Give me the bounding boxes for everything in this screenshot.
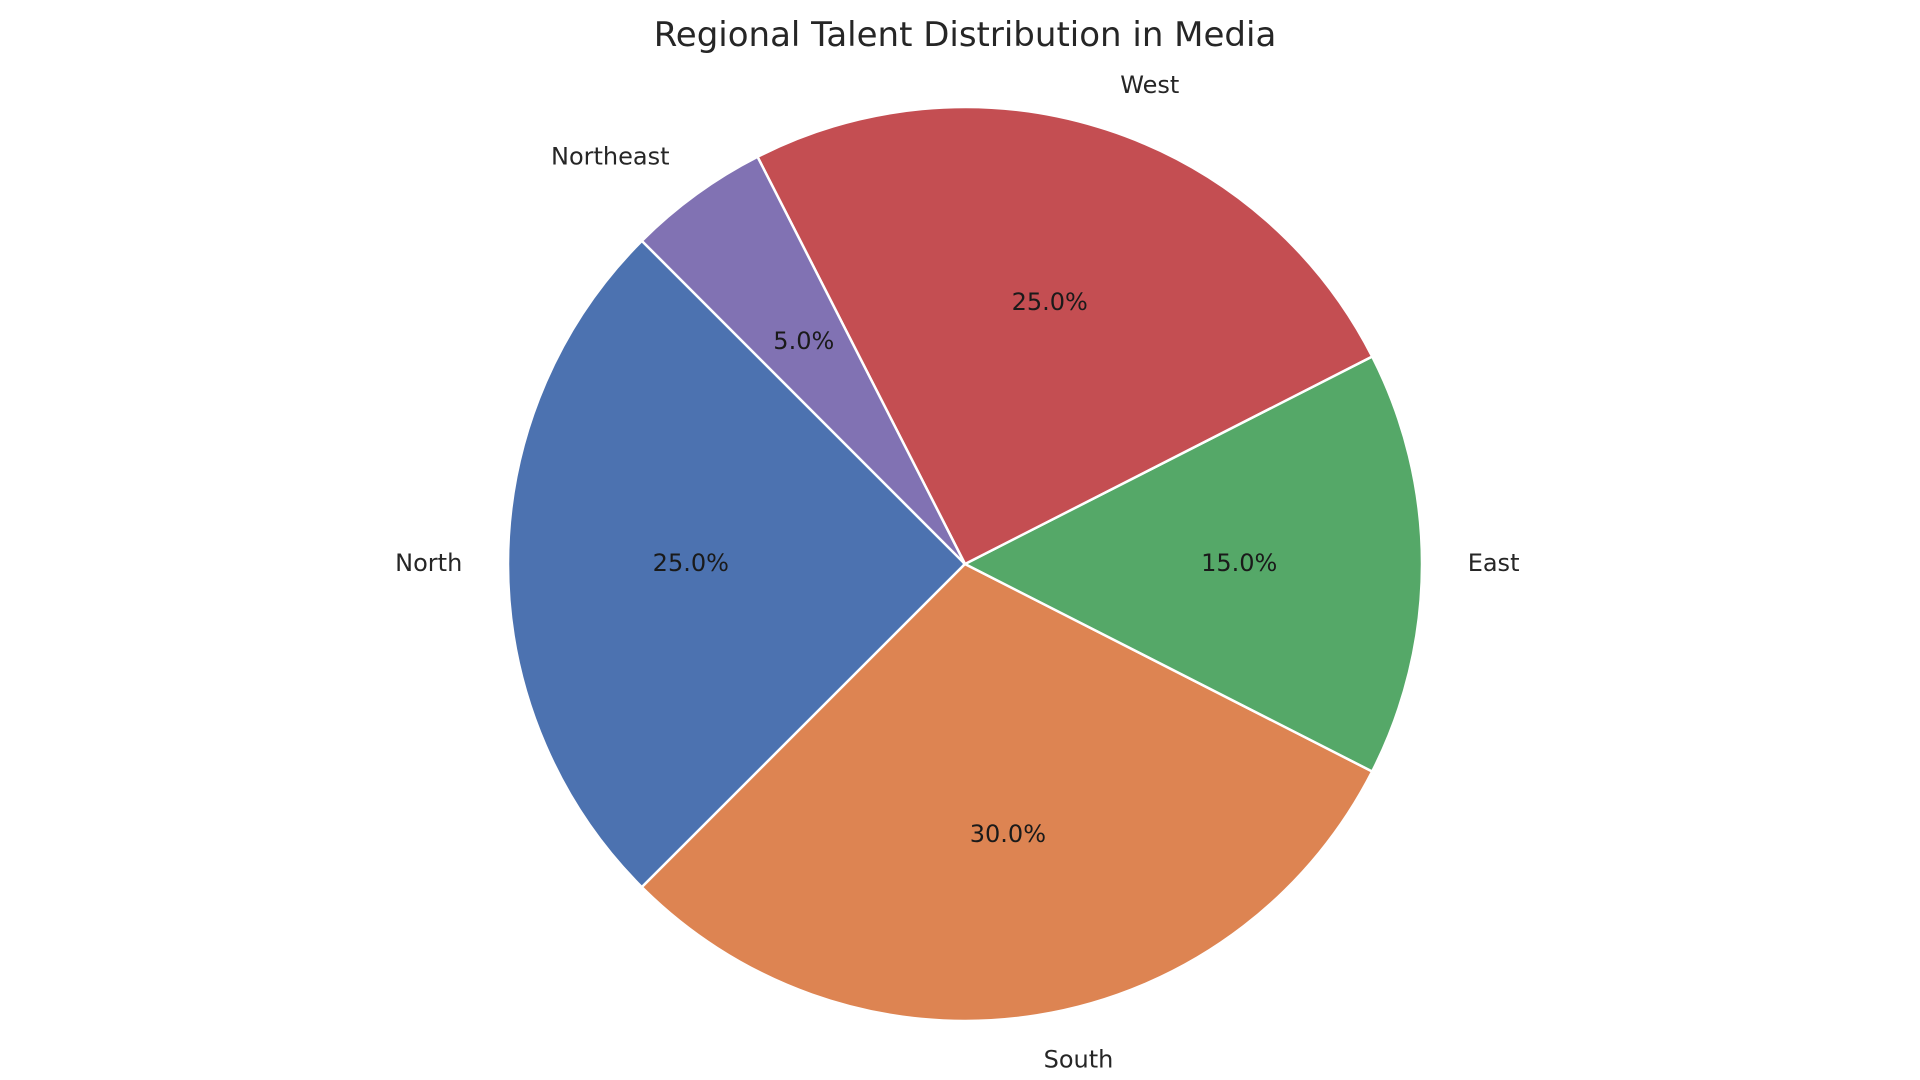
pie-slice-south [640, 562, 1374, 1023]
slice-percent-northeast: 5.0% [773, 327, 834, 355]
slice-label-north: North [395, 549, 462, 577]
labels-layer: North 25.0% South 30.0% East 15.0% West 25.0% No… [395, 71, 1519, 1074]
slice-percent-north: 25.0% [653, 549, 729, 577]
slice-percent-west: 25.0% [1012, 288, 1088, 316]
pie-slice-west [755, 105, 1374, 566]
pie-slice-northeast [640, 155, 967, 565]
slices-layer [506, 105, 1424, 1023]
slice-label-northeast: Northeast [551, 142, 670, 170]
slice-percent-south: 30.0% [970, 820, 1046, 848]
slice-label-east: East [1468, 549, 1520, 577]
slice-label-south: South [1044, 1046, 1114, 1074]
slice-label-west: West [1120, 71, 1179, 99]
pie-slice-east [962, 354, 1424, 774]
slice-percent-east: 15.0% [1201, 549, 1277, 577]
chart-title: Regional Talent Distribution in Media [654, 15, 1277, 55]
pie-slice-north [506, 239, 967, 889]
